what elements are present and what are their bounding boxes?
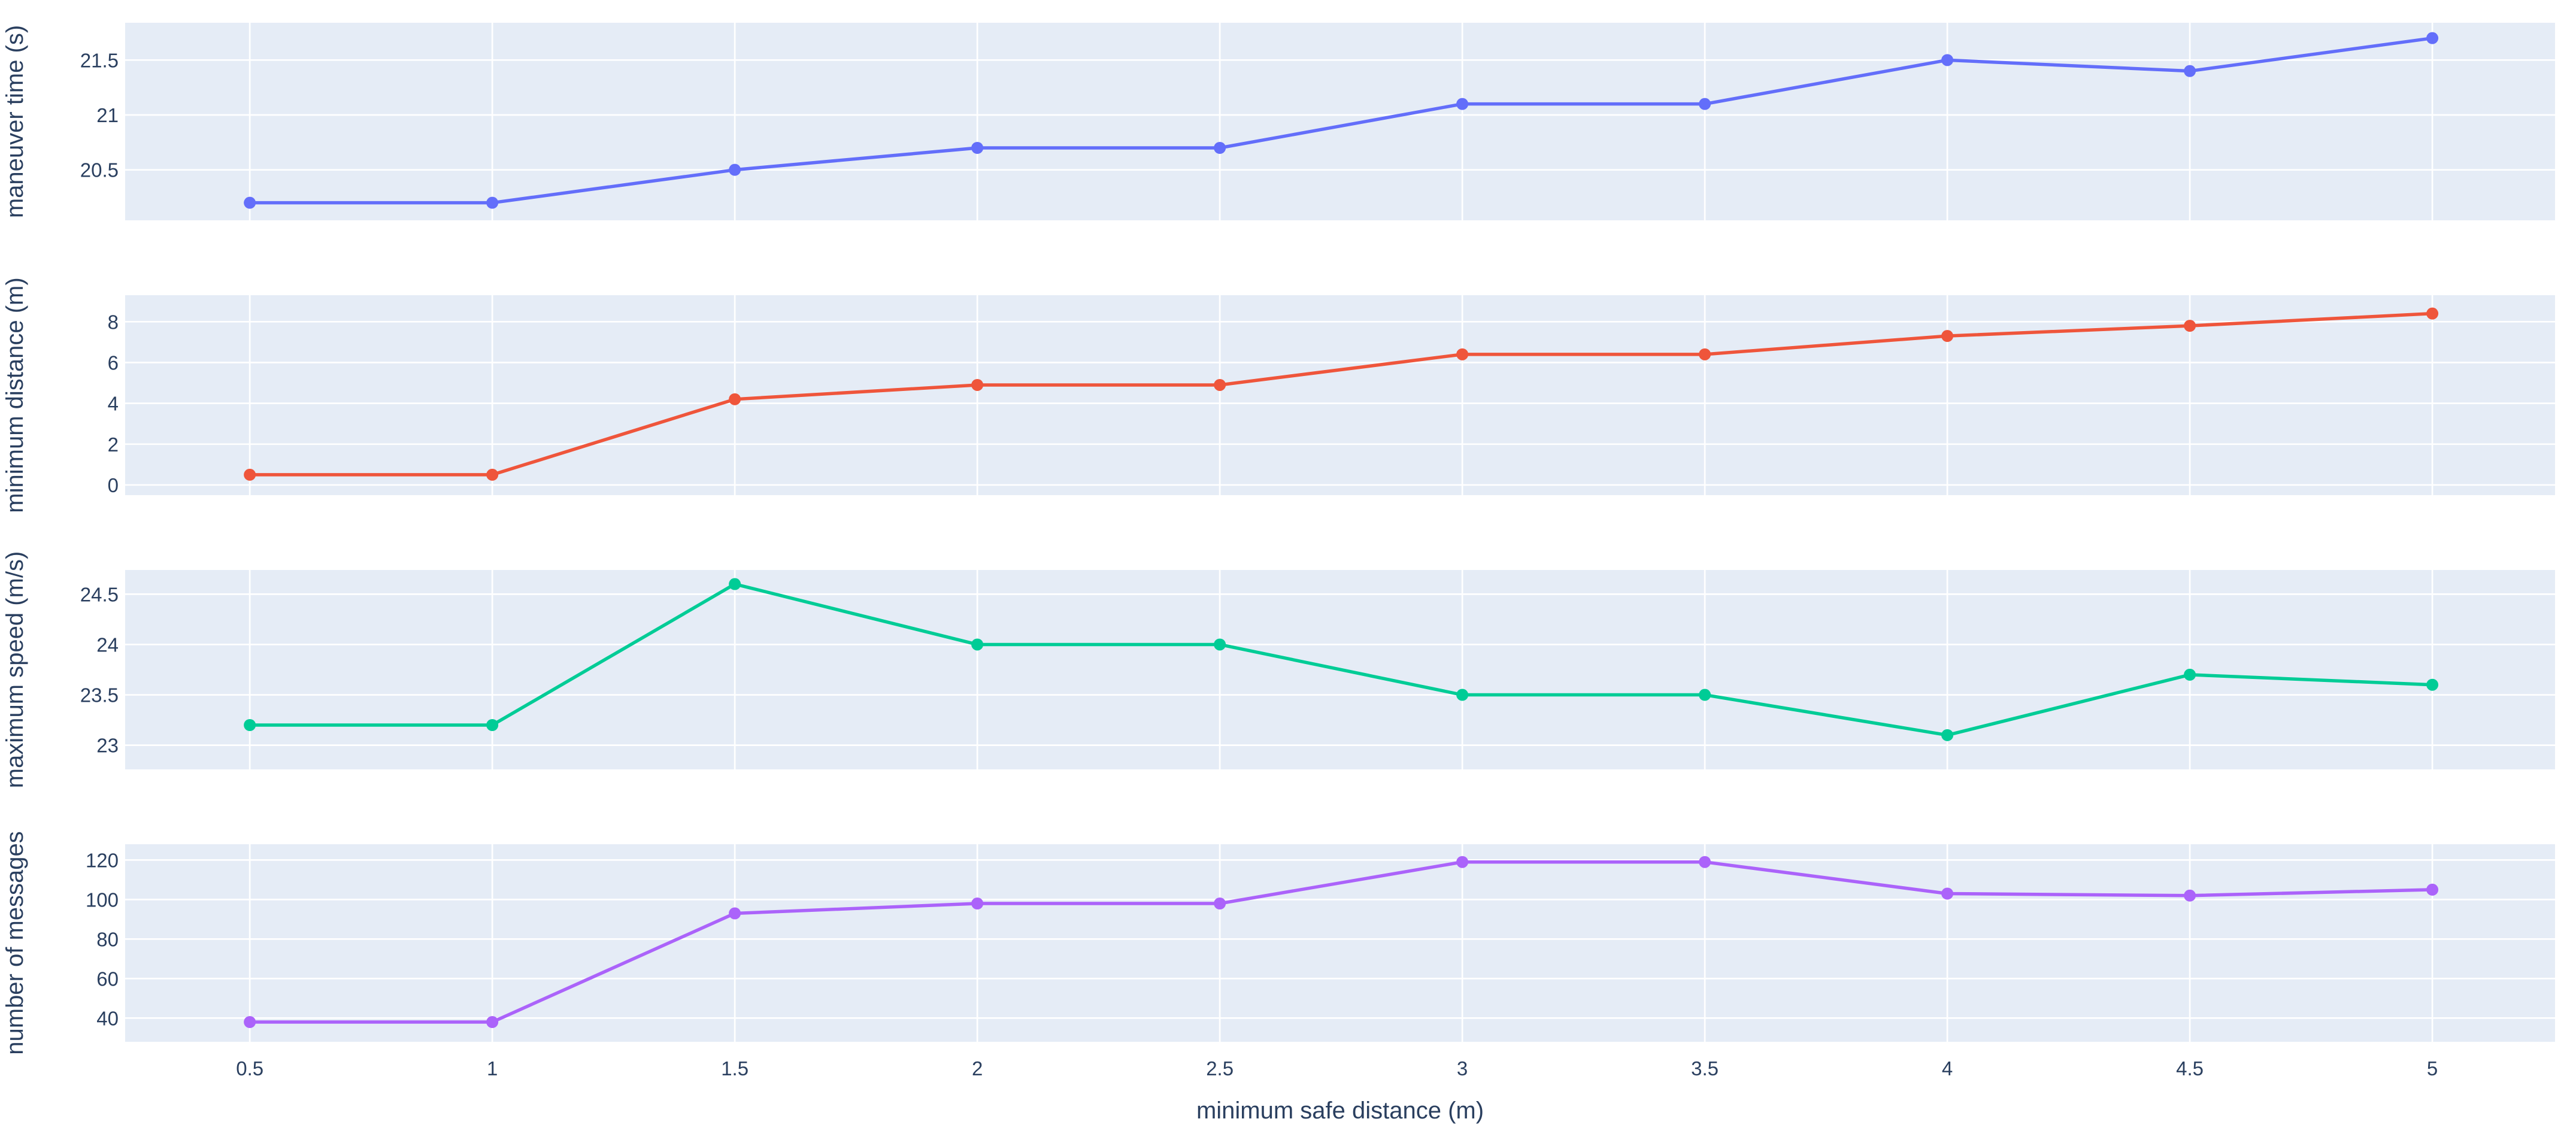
y-tick-label: 60 — [96, 968, 119, 990]
y-tick-label: 100 — [86, 889, 119, 911]
data-point[interactable] — [1941, 729, 1954, 741]
y-axis-title: maneuver time (s) — [2, 25, 28, 218]
y-axis-title: minimum distance (m) — [2, 277, 28, 513]
plot-area[interactable] — [125, 844, 2555, 1042]
y-axis-title: number of messages — [2, 831, 28, 1055]
y-tick-label: 20.5 — [80, 159, 119, 181]
data-point[interactable] — [2426, 883, 2439, 896]
panel-maximum-speed-m-s: 23 23.5 24 24.5 maximum speed (m/s) — [2, 551, 2555, 789]
plot-area[interactable] — [125, 23, 2555, 220]
x-axis-title: minimum safe distance (m) — [1196, 1097, 1484, 1124]
x-tick-label: 2 — [972, 1057, 983, 1080]
x-axis: 0.5 1 1.5 2 2.5 3 3.5 4 4.5 5 minimum safe distanc… — [236, 1057, 2438, 1124]
y-tick-label: 2 — [108, 433, 119, 456]
data-point[interactable] — [2184, 889, 2196, 902]
series-line — [248, 36, 2434, 205]
x-tick-label: 4.5 — [2176, 1057, 2204, 1080]
series-line — [248, 582, 2434, 737]
data-point[interactable] — [1941, 330, 1954, 342]
data-point[interactable] — [1214, 638, 1226, 651]
data-point[interactable] — [486, 468, 499, 481]
data-point[interactable] — [1456, 98, 1469, 110]
data-point[interactable] — [1214, 378, 1226, 391]
data-point[interactable] — [1456, 348, 1469, 360]
data-point[interactable] — [2426, 32, 2439, 44]
x-tick-label: 2.5 — [1206, 1057, 1234, 1080]
x-tick-label: 3.5 — [1691, 1057, 1719, 1080]
data-point[interactable] — [2184, 65, 2196, 77]
x-tick-label: 5 — [2427, 1057, 2438, 1080]
data-point[interactable] — [244, 196, 256, 209]
data-point[interactable] — [486, 1016, 499, 1028]
data-point[interactable] — [486, 196, 499, 209]
x-tick-label: 3 — [1457, 1057, 1468, 1080]
series-line — [248, 311, 2434, 477]
data-point[interactable] — [729, 578, 741, 590]
data-point[interactable] — [244, 468, 256, 481]
data-point[interactable] — [971, 142, 984, 154]
data-point[interactable] — [2184, 668, 2196, 681]
y-tick-label: 6 — [108, 351, 119, 374]
y-tick-label: 4 — [108, 393, 119, 415]
x-tick-label: 1.5 — [721, 1057, 748, 1080]
data-point[interactable] — [971, 378, 984, 391]
data-point[interactable] — [729, 393, 741, 405]
y-tick-label: 24.5 — [80, 583, 119, 605]
y-tick-label: 80 — [96, 928, 119, 950]
y-tick-label: 8 — [108, 311, 119, 333]
data-point[interactable] — [1214, 142, 1226, 154]
data-point[interactable] — [1699, 856, 1711, 868]
data-point[interactable] — [1699, 689, 1711, 701]
panel-minimum-distance-m: 0 2 4 6 8 minimum distance (m) — [2, 277, 2555, 513]
y-tick-label: 21.5 — [80, 49, 119, 71]
data-point[interactable] — [244, 719, 256, 731]
data-point[interactable] — [1456, 856, 1469, 868]
data-point[interactable] — [2426, 678, 2439, 691]
y-tick-label: 23 — [96, 735, 119, 757]
data-point[interactable] — [1941, 887, 1954, 900]
data-point[interactable] — [2426, 307, 2439, 320]
panel-maneuver-time-s: 20.5 21 21.5 maneuver time (s) — [2, 23, 2555, 220]
data-point[interactable] — [1699, 348, 1711, 360]
y-axis-title: maximum speed (m/s) — [2, 551, 28, 789]
data-point[interactable] — [1456, 689, 1469, 701]
data-point[interactable] — [486, 719, 499, 731]
data-point[interactable] — [1214, 898, 1226, 909]
y-tick-label: 40 — [96, 1007, 119, 1029]
x-tick-label: 0.5 — [236, 1057, 263, 1080]
y-tick-label: 24 — [96, 633, 119, 656]
y-tick-label: 120 — [86, 849, 119, 871]
data-point[interactable] — [1941, 54, 1954, 66]
data-point[interactable] — [1699, 98, 1711, 110]
series-line — [248, 860, 2434, 1024]
y-tick-label: 23.5 — [80, 684, 119, 707]
data-point[interactable] — [244, 1016, 256, 1028]
x-tick-label: 4 — [1942, 1057, 1953, 1080]
panel-number-of-messages: 40 60 80 100 120 number of messages — [2, 831, 2555, 1055]
y-tick-label: 21 — [96, 104, 119, 126]
data-point[interactable] — [971, 898, 984, 909]
data-point[interactable] — [729, 163, 741, 176]
data-point[interactable] — [2184, 320, 2196, 332]
y-tick-label: 0 — [108, 474, 119, 496]
data-point[interactable] — [971, 638, 984, 651]
data-point[interactable] — [729, 907, 741, 920]
x-tick-label: 1 — [487, 1057, 498, 1080]
